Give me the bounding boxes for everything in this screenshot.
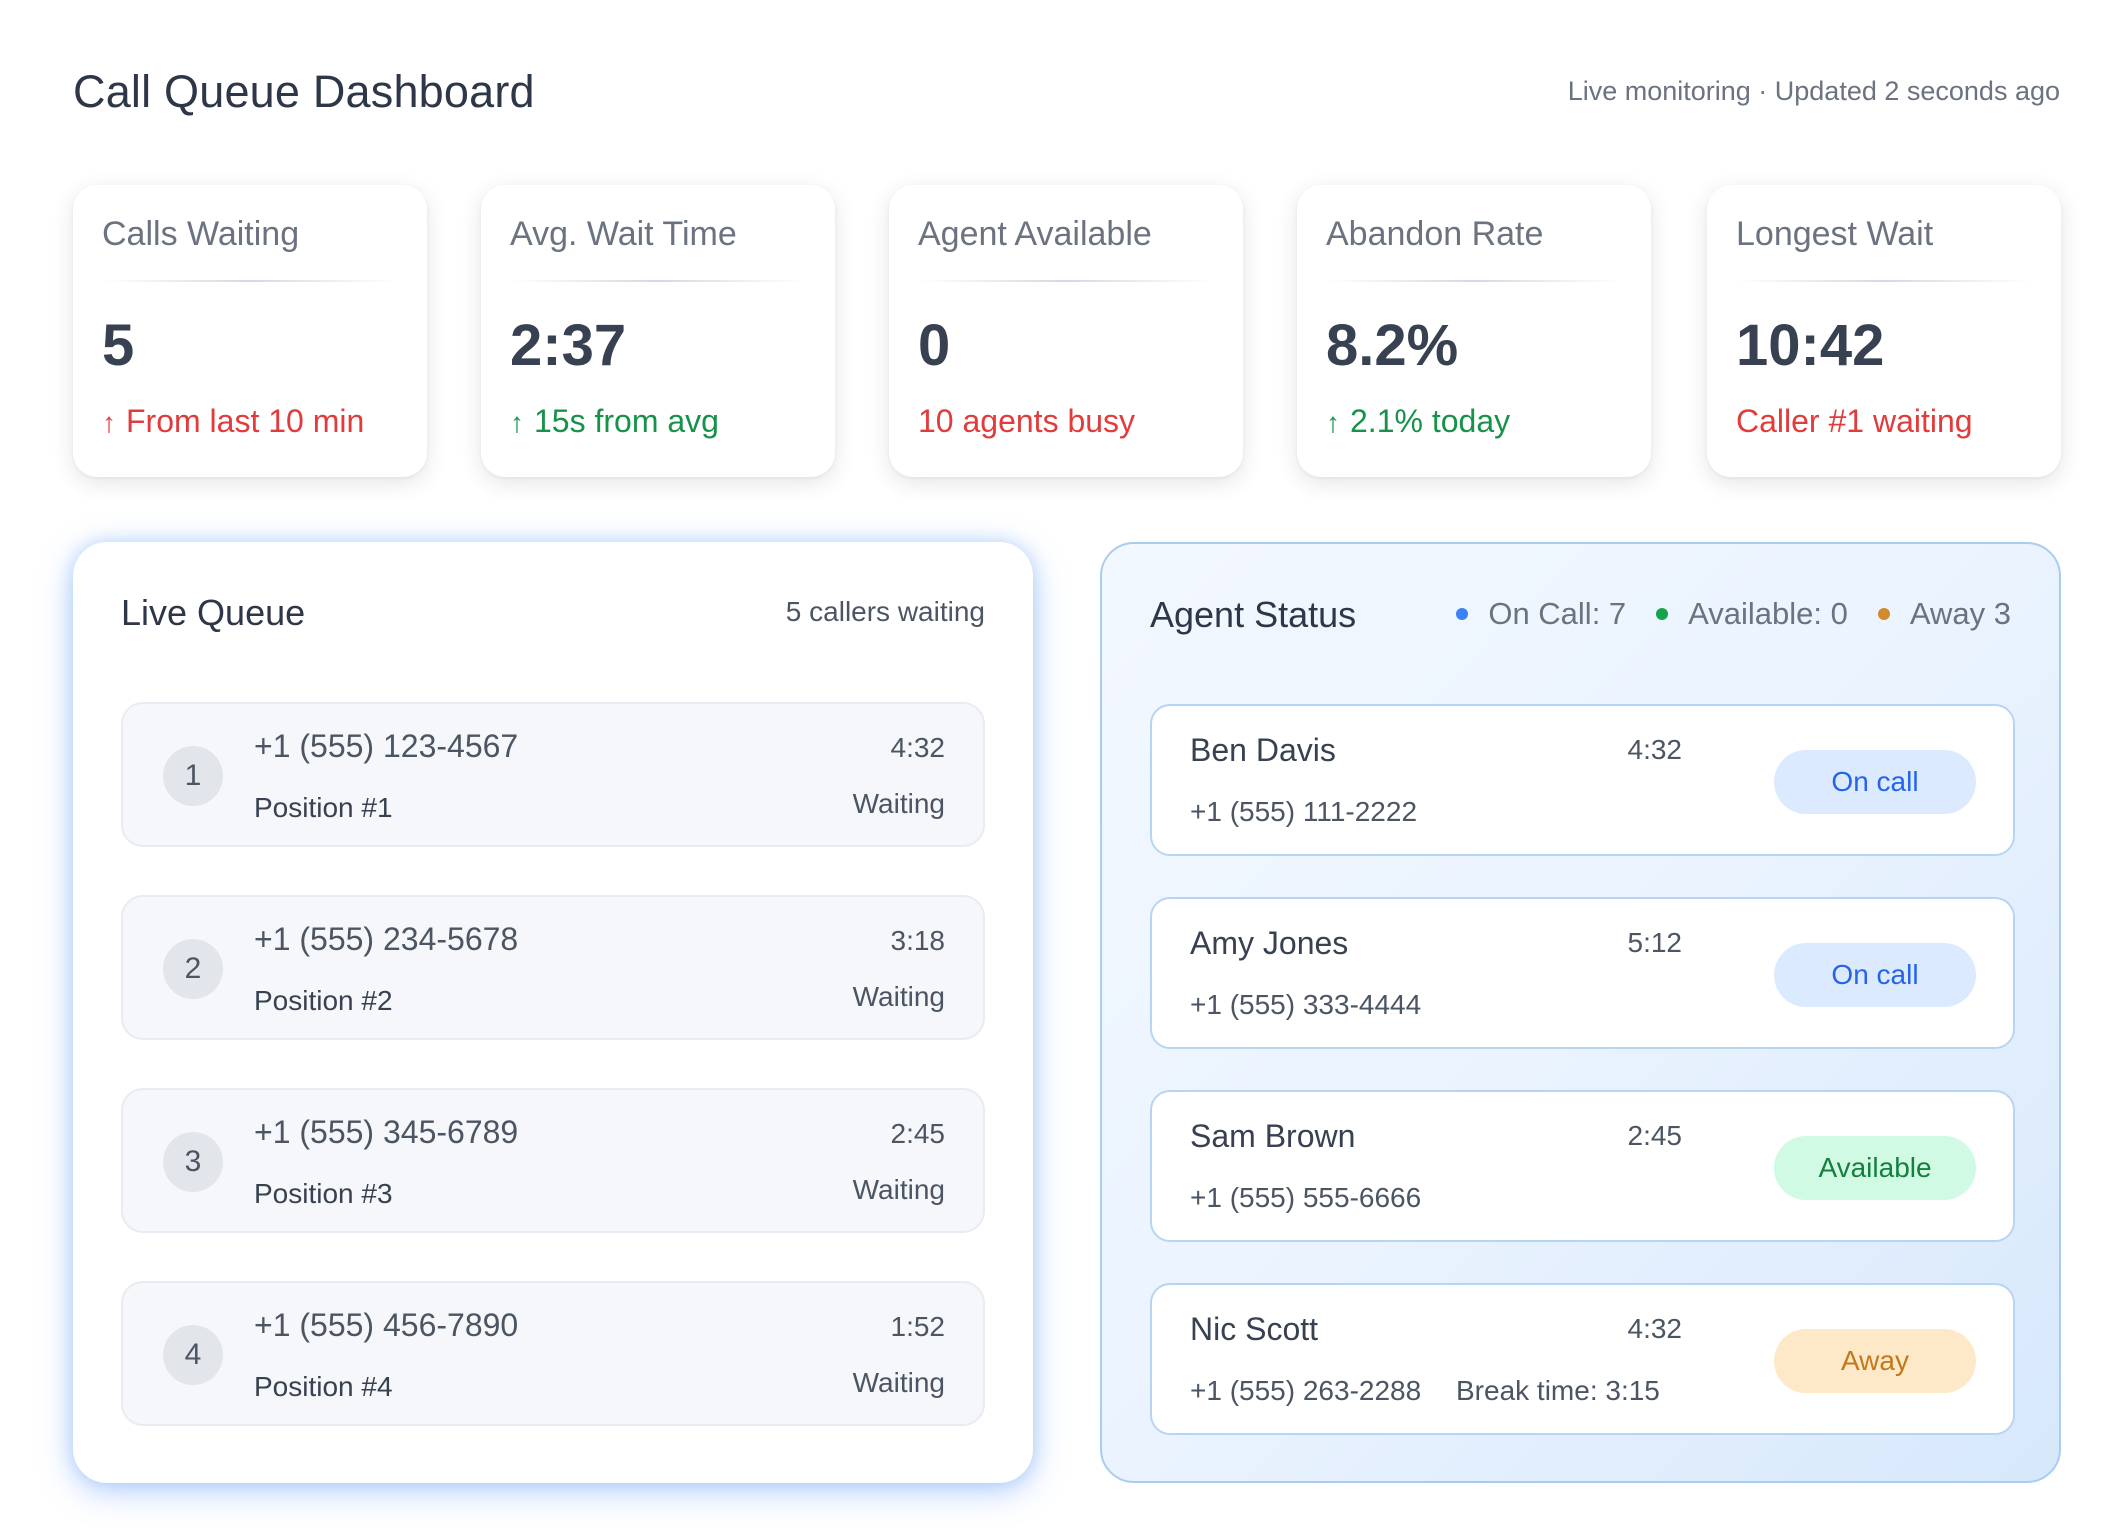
agent-call-time: 4:32 xyxy=(1627,734,1683,765)
kpi-label: Agent Available xyxy=(918,215,1152,253)
kpi-trend-text: 15s from avg xyxy=(534,403,719,439)
legend-available: Available: 0 xyxy=(1656,596,1848,632)
arrow-up-icon: ↑ xyxy=(1326,407,1340,438)
agent-break-time: Break time: 3:15 xyxy=(1456,1375,1660,1406)
legend-on-call: On Call: 7 xyxy=(1456,596,1626,632)
arrow-up-icon: ↑ xyxy=(102,407,116,438)
status-badge: On call xyxy=(1774,943,1976,1007)
queue-position-badge: 1 xyxy=(163,746,223,806)
caller-phone: +1 (555) 345-6789 xyxy=(254,1114,519,1150)
agent-phone: +1 (555) 263-2288 xyxy=(1190,1375,1422,1406)
agent-name: Nic Scott xyxy=(1190,1311,1319,1347)
queue-position-label: Position #3 xyxy=(254,1178,393,1209)
queue-item[interactable]: 1 +1 (555) 123-4567 Position #1 4:32 Wai… xyxy=(121,702,985,847)
kpi-trend: Caller #1 waiting xyxy=(1736,403,2032,440)
agent-card[interactable]: Ben Davis 4:32 +1 (555) 111-2222 On call xyxy=(1150,704,2015,856)
live-queue-panel: Live Queue 5 callers waiting 1 +1 (555) … xyxy=(73,542,1033,1483)
kpi-value: 0 xyxy=(918,313,951,378)
status-badge: Available xyxy=(1774,1136,1976,1200)
legend-label: Away 3 xyxy=(1909,596,2011,631)
kpi-value: 2:37 xyxy=(510,313,627,378)
caller-state: Waiting xyxy=(852,788,945,819)
kpi-trend: ↑ 15s from avg xyxy=(510,403,806,440)
agent-card[interactable]: Nic Scott 4:32 +1 (555) 263-2288 Break t… xyxy=(1150,1283,2015,1435)
page-title: Call Queue Dashboard xyxy=(73,66,535,117)
agent-phone: +1 (555) 111-2222 xyxy=(1190,796,1418,827)
live-queue-title: Live Queue xyxy=(121,592,306,633)
kpi-divider xyxy=(918,280,1214,282)
arrow-up-icon: ↑ xyxy=(510,407,524,438)
kpi-card-agent-available: Agent Available 0 10 agents busy xyxy=(889,185,1243,477)
kpi-card-calls-waiting: Calls Waiting 5 ↑ From last 10 min xyxy=(73,185,427,477)
kpi-label: Abandon Rate xyxy=(1326,215,1544,253)
dot-icon xyxy=(1656,608,1669,620)
callers-waiting-count: 5 callers waiting xyxy=(785,596,985,627)
queue-position-label: Position #1 xyxy=(254,792,393,823)
status-badge: On call xyxy=(1774,750,1976,814)
agent-name: Sam Brown xyxy=(1190,1118,1356,1154)
kpi-divider xyxy=(1326,280,1622,282)
kpi-divider xyxy=(510,280,806,282)
dot-icon xyxy=(1456,608,1469,620)
queue-item[interactable]: 2 +1 (555) 234-5678 Position #2 3:18 Wai… xyxy=(121,895,985,1040)
legend-label: On Call: 7 xyxy=(1488,596,1627,631)
agent-name: Amy Jones xyxy=(1190,925,1349,961)
kpi-value: 8.2% xyxy=(1326,313,1459,378)
legend-label: Available: 0 xyxy=(1688,596,1848,631)
kpi-label: Calls Waiting xyxy=(102,215,300,253)
queue-position-badge: 3 xyxy=(163,1132,223,1192)
kpi-value: 10:42 xyxy=(1736,313,1885,378)
kpi-card-avg-wait-time: Avg. Wait Time 2:37 ↑ 15s from avg xyxy=(481,185,835,477)
agent-phone: +1 (555) 333-4444 xyxy=(1190,989,1422,1020)
agent-status-legend: On Call: 7 Available: 0 Away 3 xyxy=(1456,596,2011,632)
kpi-trend-text: Caller #1 waiting xyxy=(1736,403,1973,439)
wait-time: 3:18 xyxy=(890,925,946,956)
kpi-divider xyxy=(1736,280,2032,282)
agent-phone: +1 (555) 555-6666 xyxy=(1190,1182,1422,1213)
agent-card[interactable]: Amy Jones 5:12 +1 (555) 333-4444 On call xyxy=(1150,897,2015,1049)
kpi-card-abandon-rate: Abandon Rate 8.2% ↑ 2.1% today xyxy=(1297,185,1651,477)
agent-status-title: Agent Status xyxy=(1150,594,1357,635)
queue-position-label: Position #4 xyxy=(254,1371,393,1402)
caller-state: Waiting xyxy=(852,1367,945,1398)
kpi-trend: ↑ 2.1% today xyxy=(1326,403,1622,440)
caller-state: Waiting xyxy=(852,981,945,1012)
live-status-text: Live monitoring · Updated 2 seconds ago xyxy=(1567,76,2060,106)
kpi-divider xyxy=(102,280,398,282)
kpi-trend-text: 2.1% today xyxy=(1350,403,1511,439)
queue-position-badge: 4 xyxy=(163,1325,223,1385)
agent-card[interactable]: Sam Brown 2:45 +1 (555) 555-6666 Availab… xyxy=(1150,1090,2015,1242)
wait-time: 2:45 xyxy=(890,1118,946,1149)
wait-time: 4:32 xyxy=(890,732,946,763)
agent-call-time: 4:32 xyxy=(1627,1313,1683,1344)
agent-call-time: 2:45 xyxy=(1627,1120,1683,1151)
kpi-trend: ↑ From last 10 min xyxy=(102,403,398,440)
kpi-trend-text: From last 10 min xyxy=(126,403,365,439)
queue-position-label: Position #2 xyxy=(254,985,393,1016)
kpi-row: Calls Waiting 5 ↑ From last 10 min Avg. W… xyxy=(73,185,2061,477)
kpi-trend-text: 10 agents busy xyxy=(918,403,1136,439)
kpi-card-longest-wait: Longest Wait 10:42 Caller #1 waiting xyxy=(1707,185,2061,477)
caller-state: Waiting xyxy=(852,1174,945,1205)
kpi-trend: 10 agents busy xyxy=(918,403,1214,440)
agent-call-time: 5:12 xyxy=(1627,927,1683,958)
kpi-label: Longest Wait xyxy=(1736,215,1934,253)
kpi-value: 5 xyxy=(102,313,135,378)
status-badge: Away xyxy=(1774,1329,1976,1393)
wait-time: 1:52 xyxy=(890,1311,946,1342)
queue-item[interactable]: 4 +1 (555) 456-7890 Position #4 1:52 Wai… xyxy=(121,1281,985,1426)
agent-name: Ben Davis xyxy=(1190,732,1336,768)
kpi-label: Avg. Wait Time xyxy=(510,215,737,253)
legend-away: Away 3 xyxy=(1877,596,2011,632)
queue-position-badge: 2 xyxy=(163,939,223,999)
caller-phone: +1 (555) 234-5678 xyxy=(254,921,519,957)
agent-status-panel: Agent Status On Call: 7 Available: 0 Awa… xyxy=(1100,542,2061,1483)
caller-phone: +1 (555) 456-7890 xyxy=(254,1307,519,1343)
caller-phone: +1 (555) 123-4567 xyxy=(254,728,519,764)
queue-item[interactable]: 3 +1 (555) 345-6789 Position #3 2:45 Wai… xyxy=(121,1088,985,1233)
dot-icon xyxy=(1877,608,1890,620)
